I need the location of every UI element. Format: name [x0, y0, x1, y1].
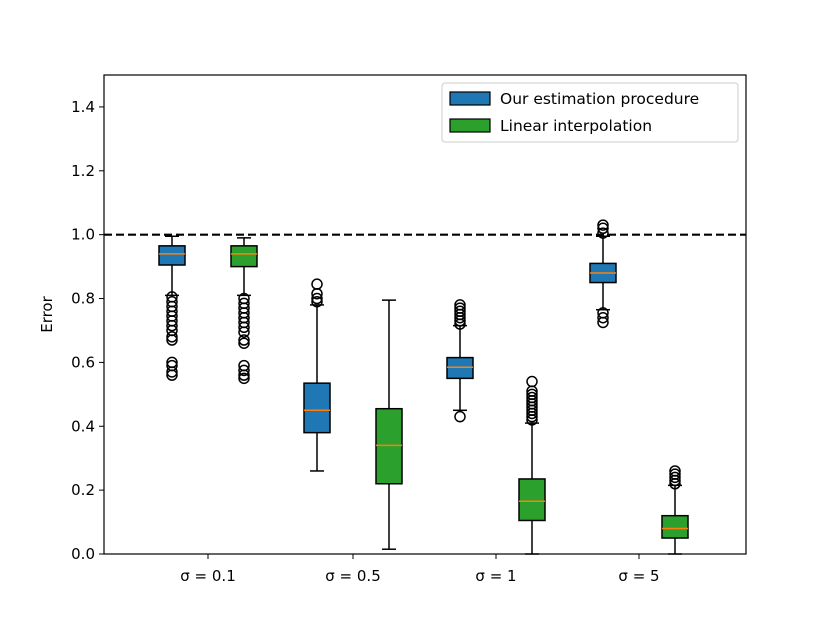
box-0-0: [158, 235, 186, 381]
outlier-point: [597, 311, 609, 324]
outlier-point: [311, 292, 323, 305]
x-tick-label: σ = 5: [618, 567, 659, 585]
outlier-point: [597, 222, 609, 235]
y-tick-label: 1.0: [71, 226, 95, 244]
y-axis-label: Error: [38, 295, 56, 332]
outlier-point: [238, 334, 250, 346]
outlier-point: [238, 372, 250, 385]
outlier-point: [238, 364, 250, 377]
outlier-point: [238, 337, 250, 349]
y-tick-label: 0.6: [71, 353, 95, 371]
legend-label-0: Our estimation procedure: [500, 90, 699, 108]
outlier-point: [166, 366, 178, 378]
outlier-point: [526, 375, 538, 388]
axes-frame: [103, 74, 747, 555]
outlier-point: [166, 331, 178, 343]
axes-layer: 0.0 0.2 0.4 0.6 0.8 1.0 1.2 1.4 σ = 0.1 σ = 0.5 σ …: [38, 74, 747, 585]
y-tick-label: 1.4: [71, 98, 95, 116]
x-tick-label: σ = 0.1: [180, 567, 235, 585]
box-1-1: [375, 299, 403, 550]
y-tick-label: 0.4: [71, 417, 95, 435]
outlier-point: [526, 391, 538, 404]
outlier-point: [669, 471, 681, 484]
box-0-1: [303, 278, 331, 472]
outlier-point: [526, 388, 538, 401]
outlier-point: [454, 410, 466, 423]
outlier-point: [166, 319, 178, 332]
y-tick-label: 0.8: [71, 290, 95, 308]
outlier-point: [597, 316, 609, 329]
outlier-point: [597, 227, 609, 239]
box-1-2: [518, 375, 546, 555]
y-tick-label: 0.2: [71, 481, 95, 499]
outlier-point: [311, 278, 323, 290]
y-tick-label: 0.0: [71, 545, 95, 563]
outlier-point: [238, 369, 250, 381]
box-body: [446, 356, 474, 380]
legend: Our estimation procedure Linear interpola…: [441, 82, 739, 143]
box-body: [303, 382, 331, 434]
y-tick-label: 1.2: [71, 162, 95, 180]
box-body: [518, 478, 546, 522]
box-body: [230, 245, 258, 268]
outlier-point: [669, 468, 681, 480]
outlier-point: [238, 321, 250, 334]
box-0-2: [446, 299, 474, 423]
outlier-point: [311, 295, 323, 308]
plot-layer: [104, 219, 746, 555]
x-tick-label: σ = 0.5: [325, 567, 380, 585]
outlier-point: [454, 299, 466, 311]
outlier-point: [597, 219, 609, 231]
box-body: [158, 245, 186, 266]
legend-label-1: Linear interpolation: [500, 117, 652, 135]
outlier-point: [454, 305, 466, 318]
box-0-3: [589, 219, 617, 329]
outlier-point: [238, 326, 250, 338]
box-body: [375, 407, 403, 485]
outlier-point: [166, 369, 178, 381]
box-1-0: [230, 237, 258, 385]
box-body: [661, 514, 689, 539]
x-tick-label: σ = 1: [475, 567, 516, 585]
legend-swatch-1: [449, 118, 491, 133]
outlier-point: [454, 302, 466, 314]
legend-swatch-0: [449, 91, 491, 106]
outlier-point: [166, 334, 178, 346]
outlier-point: [669, 465, 681, 477]
legend-frame: [441, 82, 739, 143]
